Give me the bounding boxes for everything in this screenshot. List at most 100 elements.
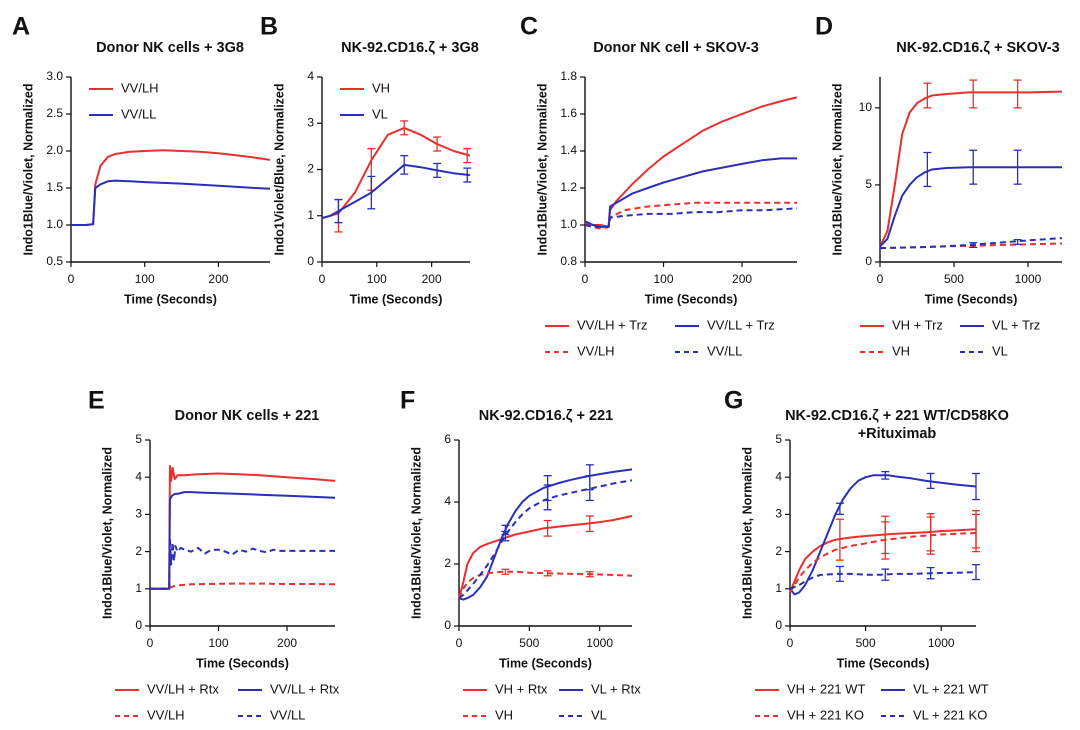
- series-line: [458, 468, 633, 601]
- y-axis-title: Indo1Blue/Violet, Normalized: [740, 447, 754, 619]
- series-line: [584, 207, 798, 228]
- series-line: [879, 166, 1062, 248]
- panel-b: B NK-92.CD16.ζ + 3G8 0 100 200 0 1 2 3 4 Time (Sec…: [260, 13, 479, 307]
- legend-label: VL: [992, 343, 1008, 358]
- y-tick-label: 3: [775, 507, 782, 521]
- y-axis-title: Indo1Blue/Violet, Normalized: [409, 447, 423, 619]
- series-line: [150, 582, 336, 590]
- y-tick-label: 0: [775, 618, 782, 632]
- panel-letter: C: [520, 13, 538, 41]
- x-tick-label: 200: [208, 272, 228, 286]
- legend-label: VL + 221 WT: [913, 681, 989, 696]
- panel-d: D NK-92.CD16.ζ + SKOV-3 0 500 1000 0 5 10 Time (…: [815, 13, 1063, 358]
- panel-letter: B: [260, 13, 278, 41]
- series-line: [150, 537, 335, 590]
- x-axis-title: Time (Seconds): [196, 656, 289, 670]
- panel-letter: D: [815, 13, 833, 41]
- series-line: [458, 570, 633, 599]
- panel-title: NK-92.CD16.ζ + 3G8: [341, 40, 479, 56]
- series-line: [458, 515, 633, 599]
- x-tick-label: 0: [319, 272, 326, 286]
- x-axis-title: Time (Seconds): [925, 292, 1018, 306]
- series-line: [150, 465, 336, 590]
- legend-label: VL + Rtx: [591, 681, 641, 696]
- legend-label: VV/LH + Trz: [577, 317, 647, 332]
- series-line: [458, 479, 633, 599]
- series-line: [879, 90, 1063, 248]
- legend-label: VV/LL + Rtx: [270, 681, 340, 696]
- panel-g: G NK-92.CD16.ζ + 221 WT/CD58KO +Rituximab 0…: [724, 387, 1009, 723]
- legend-label: VL: [591, 707, 607, 722]
- y-tick-label: 1.2: [560, 180, 577, 194]
- y-axis-title: Indo1Blue/Violet, Normalized: [21, 83, 35, 255]
- y-tick-label: 5: [865, 177, 872, 191]
- x-tick-label: 0: [68, 272, 75, 286]
- y-axis-title: Indo1Blue/Violet, Normalized: [535, 83, 549, 255]
- x-tick-label: 100: [367, 272, 387, 286]
- y-axis-title: Indo1Blue/Violet, Normalized: [100, 447, 114, 619]
- y-tick-label: 4: [775, 469, 782, 483]
- y-tick-label: 1.0: [46, 217, 63, 231]
- legend-label: VV/LH + Rtx: [147, 681, 219, 696]
- y-tick-label: 10: [859, 100, 873, 114]
- series-line: [789, 532, 977, 594]
- y-tick-label: 0: [865, 254, 872, 268]
- legend-label: VL: [372, 106, 388, 121]
- panel-title: Donor NK cell + SKOV-3: [593, 40, 759, 56]
- y-tick-label: 1.6: [560, 106, 577, 120]
- y-tick-label: 3.0: [46, 69, 63, 83]
- series-line: [71, 179, 271, 226]
- series-line: [584, 96, 798, 228]
- x-tick-label: 200: [277, 636, 297, 650]
- y-tick-label: 0: [444, 618, 451, 632]
- x-tick-label: 100: [135, 272, 155, 286]
- panel-letter: F: [400, 387, 415, 415]
- y-tick-label: 1.0: [560, 217, 577, 231]
- x-tick-label: 200: [422, 272, 442, 286]
- panel-title: Donor NK cells + 3G8: [96, 40, 244, 56]
- x-tick-label: 0: [582, 272, 589, 286]
- y-tick-label: 1: [775, 581, 782, 595]
- x-tick-label: 1000: [928, 636, 955, 650]
- y-tick-label: 3: [307, 115, 314, 129]
- panel-letter: G: [724, 387, 743, 415]
- y-tick-label: 2.0: [46, 143, 63, 157]
- series-line: [789, 571, 977, 590]
- y-tick-label: 2: [444, 556, 451, 570]
- x-tick-label: 500: [519, 636, 539, 650]
- legend-label: VL + Trz: [992, 317, 1040, 332]
- x-tick-label: 0: [147, 636, 154, 650]
- y-tick-label: 1.5: [46, 180, 63, 194]
- panel-title: NK-92.CD16.ζ + SKOV-3: [896, 40, 1059, 56]
- panel-a: A Donor NK cells + 3G8 0 100 200 0.5 1.0 1.5 2.0…: [12, 13, 271, 306]
- legend-label: VH: [892, 343, 910, 358]
- legend-label: VV/LL: [121, 106, 156, 121]
- y-tick-label: 0: [307, 254, 314, 268]
- y-tick-label: 1.8: [560, 69, 577, 83]
- y-tick-label: 1: [135, 581, 142, 595]
- panel-letter: A: [12, 13, 30, 41]
- legend-label: VV/LL + Trz: [707, 317, 775, 332]
- x-tick-label: 100: [209, 636, 229, 650]
- y-tick-label: 1: [307, 208, 314, 222]
- x-tick-label: 500: [944, 272, 964, 286]
- legend-label: VV/LL: [707, 343, 742, 358]
- x-tick-label: 0: [787, 636, 794, 650]
- legend-label: VL + 221 KO: [913, 707, 987, 722]
- y-tick-label: 2: [135, 544, 142, 558]
- series-line: [150, 491, 336, 590]
- y-tick-label: 6: [444, 432, 451, 446]
- x-tick-label: 200: [732, 272, 752, 286]
- series-line: [321, 126, 471, 220]
- panel-title: NK-92.CD16.ζ + 221 WT/CD58KO: [785, 408, 1009, 424]
- x-axis-title: Time (Seconds): [499, 656, 592, 670]
- y-tick-label: 2.5: [46, 106, 63, 120]
- y-tick-label: 5: [135, 432, 142, 446]
- legend-label: VH + 221 WT: [787, 681, 865, 696]
- x-tick-label: 500: [856, 636, 876, 650]
- y-tick-label: 3: [135, 507, 142, 521]
- panel-f: F NK-92.CD16.ζ + 221 0 500 1000 0 2 4 6 Time (Sec…: [400, 387, 641, 723]
- x-axis-title: Time (Seconds): [837, 656, 930, 670]
- x-tick-label: 100: [654, 272, 674, 286]
